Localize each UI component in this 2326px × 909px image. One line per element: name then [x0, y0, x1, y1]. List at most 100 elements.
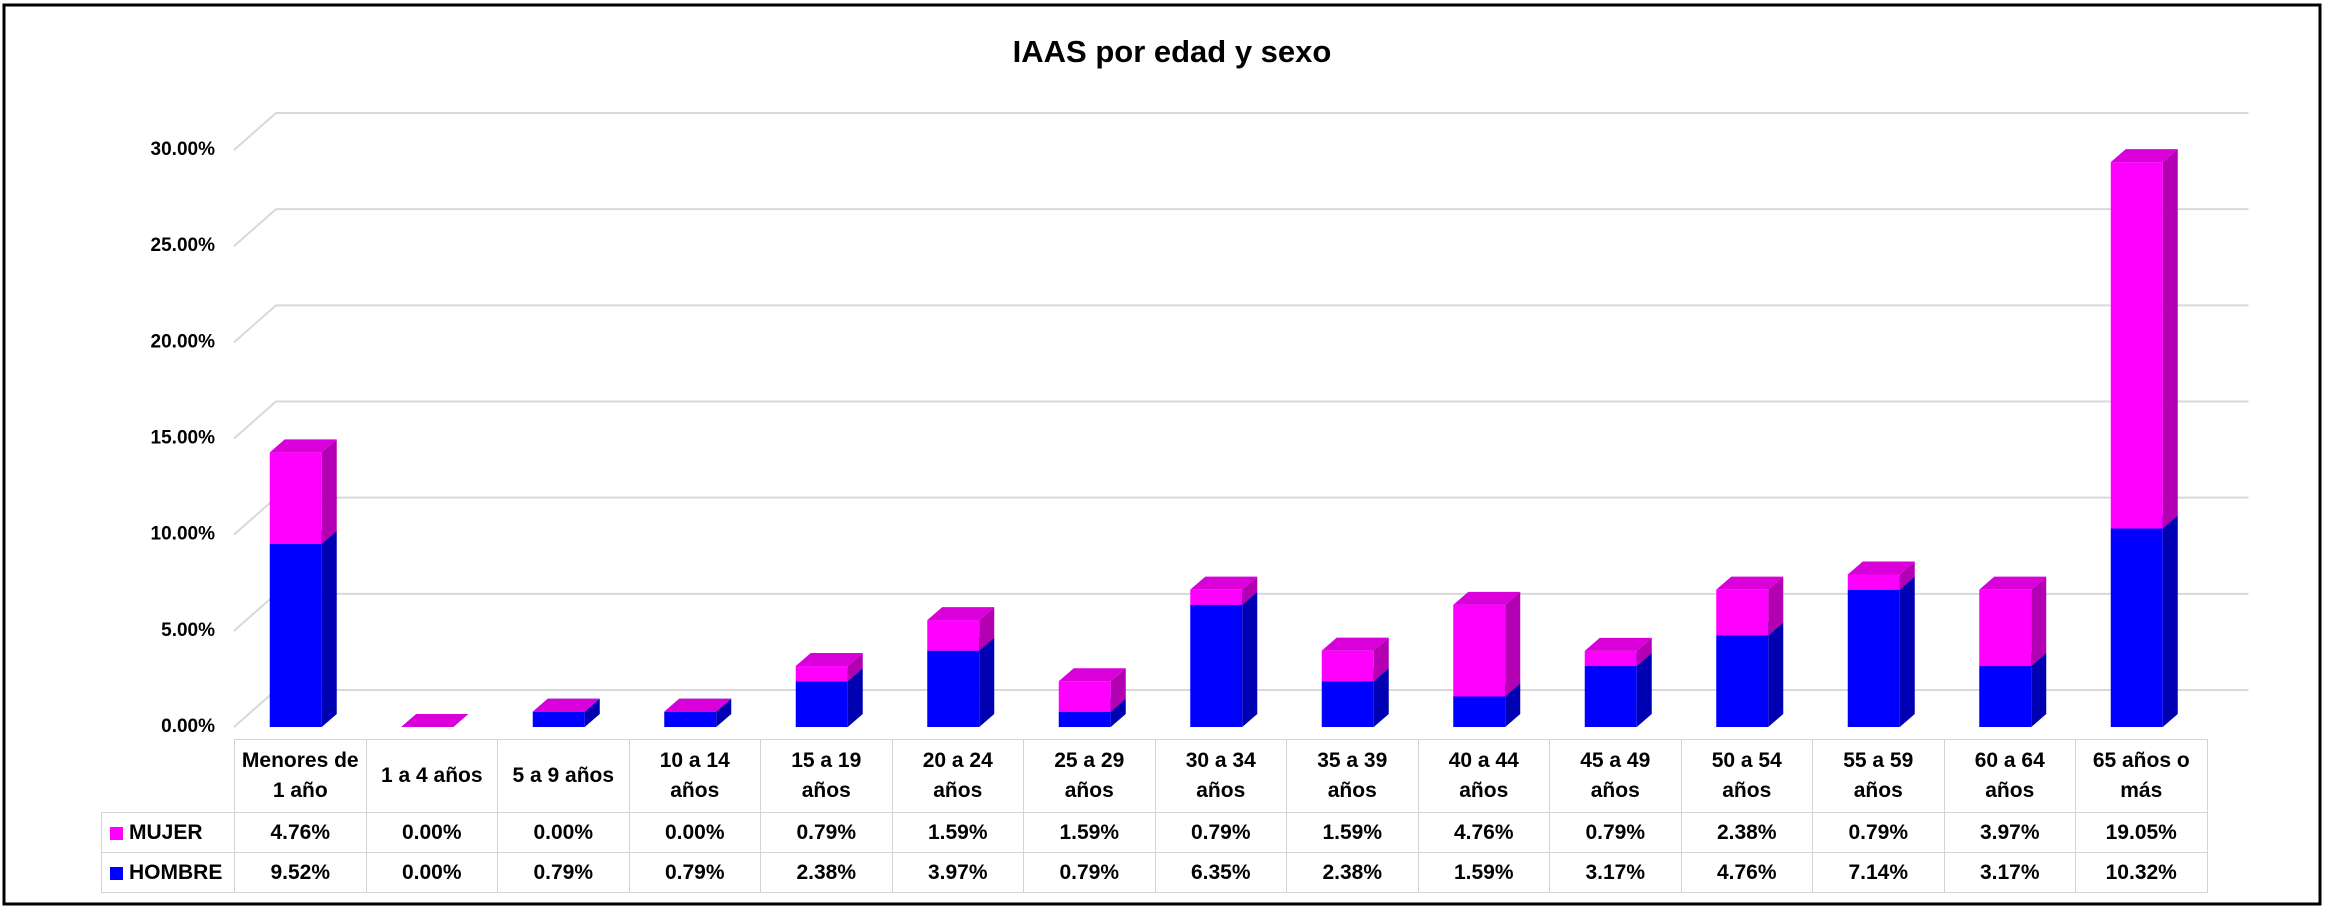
data-label: 19.05% [2075, 812, 2208, 853]
bar-side [1768, 576, 1784, 636]
x-tick-label: 45 a 49 años [1549, 739, 1682, 813]
data-label: 2.38% [1286, 852, 1419, 893]
table-row: HOMBRE 9.52% 0.00% 0.79% 0.79% 2.38% 3.97% 0.79… [101, 852, 2208, 893]
bar-side [1768, 622, 1784, 727]
x-tick-label: 55 a 59 años [1812, 739, 1945, 813]
x-tick-label: 15 a 19 años [760, 739, 893, 813]
bar-side [1242, 591, 1258, 727]
bar-top [664, 698, 732, 712]
data-label: 0.79% [760, 812, 893, 853]
bar-side [1373, 637, 1389, 682]
x-tick-label: 30 a 34 años [1154, 739, 1287, 813]
bar-side [2031, 653, 2047, 727]
bar-front [1847, 574, 1900, 590]
bar-top [927, 607, 995, 621]
legend-label: HOMBRE [129, 861, 223, 884]
bar-front [795, 681, 848, 727]
data-label: 0.79% [628, 852, 761, 893]
data-label: 0.79% [1023, 852, 1156, 893]
y-tick-label: 15.00% [151, 428, 216, 449]
legend-entry: MUJER [101, 812, 235, 853]
bar [664, 698, 732, 712]
bar [1979, 576, 2047, 667]
bar [927, 607, 995, 651]
x-tick-label: 50 a 54 años [1680, 739, 1813, 813]
bar-front [1058, 681, 1111, 712]
bar-top [1190, 576, 1258, 590]
data-table: Menores de 1 año 1 a 4 años 5 a 9 años 10 a… [101, 739, 2208, 893]
bar [1716, 576, 1784, 636]
data-label: 0.79% [497, 852, 630, 893]
bar [1190, 576, 1258, 605]
x-tick-label: 60 a 64 años [1943, 739, 2076, 813]
y-tick-label: 10.00% [151, 524, 216, 545]
bar-top [1979, 576, 2047, 590]
data-label: 0.00% [365, 852, 498, 893]
bar [1453, 591, 1521, 697]
data-label: 0.79% [1549, 812, 1682, 853]
bar-side [1899, 561, 1915, 590]
bar-top [1584, 637, 1652, 651]
data-label: 0.00% [497, 812, 630, 853]
chart-title: IAAS por edad y sexo [1013, 34, 1332, 69]
bar-front [1584, 650, 1637, 667]
bar-front [1058, 711, 1111, 727]
bar-top [2110, 149, 2178, 163]
data-label: 0.00% [628, 812, 761, 853]
bar-front [1321, 650, 1374, 682]
bar-front [927, 620, 980, 651]
data-label: 3.17% [1943, 852, 2076, 893]
legend-entry: HOMBRE [101, 852, 235, 893]
data-label: 4.76% [1680, 852, 1813, 893]
bar-top [532, 698, 600, 712]
bar-front [2110, 162, 2163, 529]
bar-side [2162, 515, 2178, 727]
chart-border [2, 3, 2322, 906]
bar-side [1636, 653, 1652, 727]
bar-side [1110, 668, 1126, 712]
grid-line [233, 496, 2249, 536]
data-label: 1.59% [891, 812, 1024, 853]
bar-front [1979, 589, 2032, 667]
x-tick-label: 25 a 29 años [1023, 739, 1156, 813]
data-label: 0.79% [1154, 812, 1287, 853]
bar-top [269, 439, 337, 453]
bar-side [584, 698, 600, 727]
data-label: 6.35% [1154, 852, 1287, 893]
bar [1847, 576, 1915, 727]
data-label: 0.00% [365, 812, 498, 853]
y-tick-label: 30.00% [151, 139, 216, 160]
bar [269, 530, 337, 727]
x-tick-label: 20 a 24 años [891, 739, 1024, 813]
data-label: 0.79% [1812, 812, 1945, 853]
data-label: 2.38% [760, 852, 893, 893]
bar-side [321, 439, 337, 544]
data-label: 3.97% [1943, 812, 2076, 853]
bar-front [795, 666, 848, 682]
bar-front [532, 711, 585, 727]
bar [532, 698, 600, 712]
y-tick-label: 25.00% [151, 235, 216, 256]
bar [1847, 561, 1915, 590]
bar-front [269, 543, 322, 727]
bar-top [1321, 637, 1389, 651]
bar-side [847, 668, 863, 727]
y-tick-label: 20.00% [151, 331, 216, 352]
bar-top [1716, 576, 1784, 590]
grid-line [233, 400, 2249, 440]
bar-front [1979, 666, 2032, 727]
bar-front [1190, 604, 1243, 727]
legend-label: MUJER [129, 821, 203, 844]
bar-side [321, 530, 337, 727]
x-tick-label: 40 a 44 años [1417, 739, 1550, 813]
bar-side [2162, 149, 2178, 529]
bar-front [1716, 589, 1769, 636]
bar [1716, 622, 1784, 727]
legend-swatch [110, 826, 123, 840]
bar [1058, 668, 1126, 712]
data-label: 1.59% [1417, 852, 1550, 893]
x-tick-label: 10 a 14 años [628, 739, 761, 813]
data-label: 3.17% [1549, 852, 1682, 893]
bar-front [1453, 696, 1506, 727]
